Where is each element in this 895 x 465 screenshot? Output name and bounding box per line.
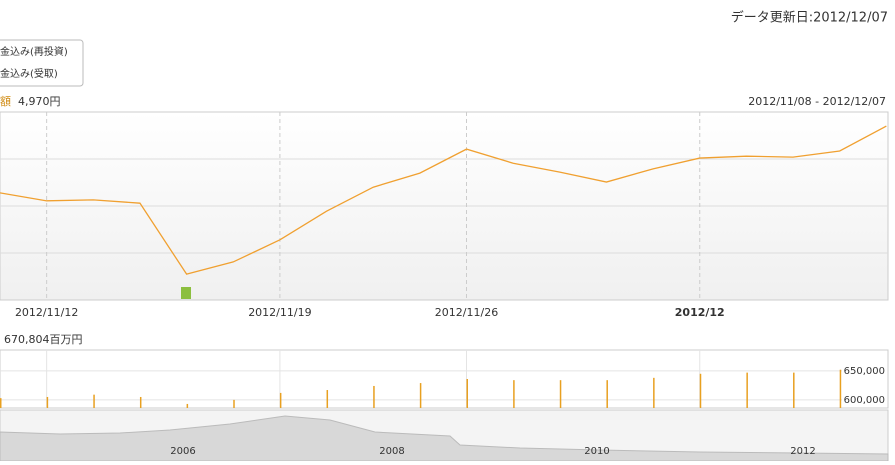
navigator-label: 2010 bbox=[584, 446, 609, 457]
volume-bar bbox=[0, 398, 2, 408]
volume-title: 670,804百万円 bbox=[4, 333, 83, 346]
volume-bar bbox=[186, 403, 189, 408]
dividend-flag bbox=[181, 287, 191, 299]
legend-item: 金込み(再投資) bbox=[0, 45, 68, 58]
volume-bar bbox=[746, 372, 748, 408]
volume-bar bbox=[793, 372, 795, 408]
volume-bar bbox=[513, 380, 515, 408]
x-tick-label: 2012/11/19 bbox=[248, 306, 311, 319]
volume-area bbox=[0, 349, 889, 409]
volume-bar bbox=[559, 380, 562, 408]
price-line bbox=[0, 125, 887, 275]
volume-bar bbox=[419, 383, 422, 408]
volume-bar bbox=[139, 396, 142, 408]
volume-bar bbox=[373, 385, 375, 408]
navigator-label: 2006 bbox=[170, 446, 195, 457]
volume-bar bbox=[606, 380, 608, 408]
volume-bar bbox=[653, 377, 655, 408]
volume-bar bbox=[233, 399, 235, 408]
legend-item: 金込み(受取) bbox=[0, 67, 58, 80]
y-tick-label: 650,000 bbox=[844, 366, 885, 377]
volume-bar bbox=[466, 379, 468, 408]
x-tick-label: 2012/12 bbox=[675, 306, 725, 319]
navigator-label: 2012 bbox=[790, 446, 815, 457]
volume-bar bbox=[699, 373, 702, 408]
price-label: 額 bbox=[0, 95, 11, 108]
x-tick-label: 2012/11/12 bbox=[15, 306, 78, 319]
volume-bar bbox=[93, 394, 95, 408]
price-value: 4,970円 bbox=[18, 95, 61, 108]
navigator-area bbox=[0, 415, 889, 462]
volume-bar bbox=[46, 396, 49, 408]
date-range: 2012/11/08 - 2012/12/07 bbox=[748, 95, 886, 108]
updated: データ更新日:2012/12/07 bbox=[731, 10, 888, 26]
x-tick-label: 2012/11/26 bbox=[435, 306, 498, 319]
volume-bar bbox=[839, 369, 842, 408]
volume-bar bbox=[326, 390, 329, 408]
navigator-label: 2008 bbox=[379, 446, 404, 457]
legend-box bbox=[0, 39, 84, 87]
volume-bar bbox=[279, 392, 282, 408]
y-tick-label: 600,000 bbox=[844, 395, 885, 406]
